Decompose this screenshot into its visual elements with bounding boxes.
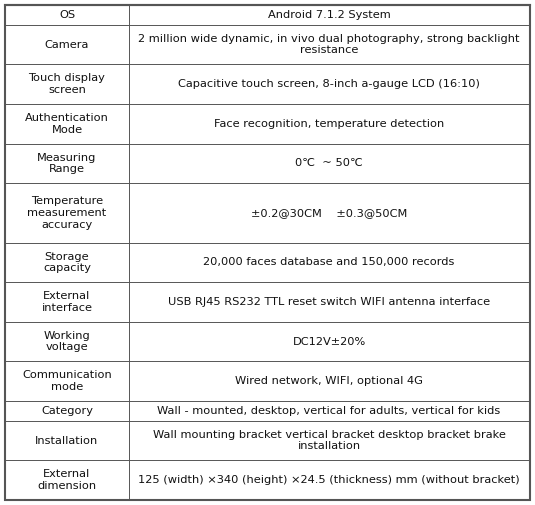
Text: Working
voltage: Working voltage: [43, 331, 90, 352]
Bar: [128, 183, 530, 242]
Text: 0℃  ~ 50℃: 0℃ ~ 50℃: [295, 159, 363, 169]
Bar: [128, 25, 530, 65]
Bar: [128, 401, 530, 421]
Text: 2 million wide dynamic, in vivo dual photography, strong backlight
resistance: 2 million wide dynamic, in vivo dual pho…: [139, 34, 520, 56]
Text: Installation: Installation: [35, 435, 98, 445]
Bar: [128, 421, 530, 461]
Text: DC12V±20%: DC12V±20%: [293, 336, 366, 346]
Text: 125 (width) ×340 (height) ×24.5 (thickness) mm (without bracket): 125 (width) ×340 (height) ×24.5 (thickne…: [138, 475, 520, 485]
Text: Temperature
measurement
accuracy: Temperature measurement accuracy: [27, 196, 106, 229]
Text: Touch display
screen: Touch display screen: [28, 73, 105, 95]
Bar: [128, 362, 530, 401]
Text: Communication
mode: Communication mode: [22, 370, 112, 392]
Bar: [128, 104, 530, 143]
Bar: [5, 242, 128, 282]
Bar: [5, 5, 128, 25]
Text: Face recognition, temperature detection: Face recognition, temperature detection: [214, 119, 444, 129]
Bar: [128, 322, 530, 362]
Bar: [128, 461, 530, 500]
Text: Wall - mounted, desktop, vertical for adults, vertical for kids: Wall - mounted, desktop, vertical for ad…: [157, 406, 501, 416]
Bar: [5, 322, 128, 362]
Text: Capacitive touch screen, 8-inch a-gauge LCD (16:10): Capacitive touch screen, 8-inch a-gauge …: [178, 79, 480, 89]
Bar: [5, 401, 128, 421]
Bar: [5, 25, 128, 65]
Bar: [5, 104, 128, 143]
Text: 20,000 faces database and 150,000 records: 20,000 faces database and 150,000 record…: [203, 258, 455, 268]
Text: Wired network, WIFI, optional 4G: Wired network, WIFI, optional 4G: [235, 376, 423, 386]
Text: Storage
capacity: Storage capacity: [43, 251, 91, 273]
Text: OS: OS: [59, 10, 75, 20]
Text: Camera: Camera: [45, 39, 89, 49]
Text: Authentication
Mode: Authentication Mode: [25, 113, 109, 135]
Text: ±0.2@30CM    ±0.3@50CM: ±0.2@30CM ±0.3@50CM: [251, 208, 407, 218]
Bar: [128, 282, 530, 322]
Bar: [5, 282, 128, 322]
Text: External
dimension: External dimension: [37, 469, 96, 491]
Text: Category: Category: [41, 406, 93, 416]
Bar: [5, 183, 128, 242]
Bar: [128, 143, 530, 183]
Text: Android 7.1.2 System: Android 7.1.2 System: [268, 10, 391, 20]
Bar: [5, 362, 128, 401]
Text: USB RJ45 RS232 TTL reset switch WIFI antenna interface: USB RJ45 RS232 TTL reset switch WIFI ant…: [168, 297, 490, 307]
Bar: [128, 242, 530, 282]
Text: Measuring
Range: Measuring Range: [37, 153, 97, 174]
Text: External
interface: External interface: [41, 291, 93, 313]
Bar: [128, 65, 530, 104]
Text: Wall mounting bracket vertical bracket desktop bracket brake
installation: Wall mounting bracket vertical bracket d…: [152, 430, 506, 451]
Bar: [5, 461, 128, 500]
Bar: [5, 421, 128, 461]
Bar: [5, 65, 128, 104]
Bar: [5, 143, 128, 183]
Bar: [128, 5, 530, 25]
